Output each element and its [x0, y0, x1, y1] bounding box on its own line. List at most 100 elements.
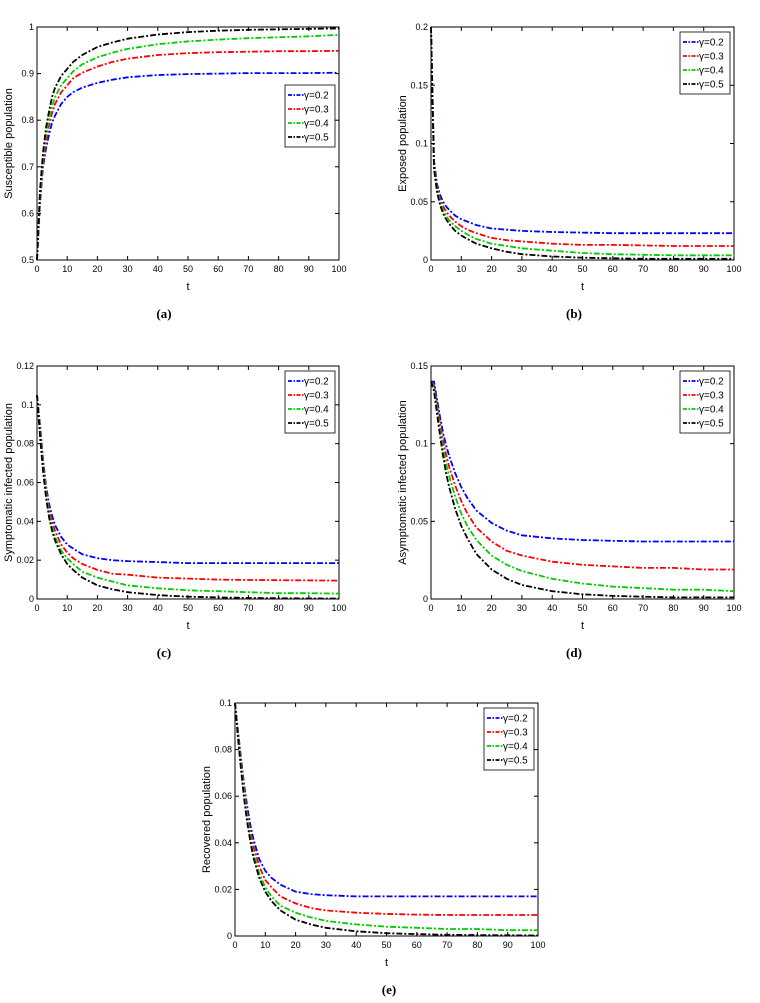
x-tick-label: 100 [530, 940, 545, 950]
legend-entry-2: γ=0.3 [699, 391, 724, 402]
y-tick-label: 0.9 [21, 69, 34, 79]
y-tick-label: 0.6 [21, 208, 34, 218]
x-tick-label: 60 [213, 264, 223, 274]
x-tick-label: 80 [472, 940, 482, 950]
x-tick-label: 10 [62, 264, 72, 274]
x-tick-label: 10 [456, 603, 466, 613]
legend: γ=0.2 γ=0.3 γ=0.4 γ=0.5 [679, 31, 731, 95]
y-tick-label: 0.02 [214, 884, 232, 894]
y-tick-label: 0.15 [410, 361, 428, 371]
chart-panel-4: 0 10 20 30 40 50 60 70 80 90 100 0 0.05 0.1 0.15 t Asymp… [397, 361, 742, 660]
legend: γ=0.2 γ=0.3 γ=0.4 γ=0.5 [284, 370, 336, 434]
series-line-1 [431, 380, 734, 543]
x-axis-label: t [581, 281, 584, 293]
series-line-4 [234, 702, 539, 937]
y-tick-label: 0.12 [16, 361, 34, 371]
x-tick-label: 100 [331, 603, 346, 613]
legend-entry-1: γ=0.2 [699, 377, 724, 388]
legend-box [679, 31, 731, 95]
series-line-2 [430, 380, 734, 571]
x-tick-label: 90 [304, 264, 314, 274]
y-tick-label: 0.04 [16, 516, 34, 526]
x-tick-label: 100 [726, 264, 741, 274]
legend-box [483, 707, 535, 771]
x-tick-label: 60 [213, 603, 223, 613]
legend-entry-4: γ=0.5 [503, 756, 528, 767]
series-line-2 [430, 26, 734, 247]
x-tick-label: 10 [260, 940, 270, 950]
y-tick-label: 0 [423, 594, 428, 604]
x-tick-label: 20 [487, 603, 497, 613]
x-tick-label: 80 [668, 264, 678, 274]
y-tick-label: 0 [423, 255, 428, 265]
y-tick-label: 0.06 [16, 478, 34, 488]
legend-entry-1: γ=0.2 [503, 714, 528, 725]
series-line-1 [36, 71, 340, 261]
legend-entry-2: γ=0.3 [699, 52, 724, 63]
x-tick-label: 70 [638, 603, 648, 613]
x-tick-label: 90 [304, 603, 314, 613]
y-axis-label: Symptomatic infected population [3, 403, 15, 562]
y-tick-label: 0.1 [219, 698, 232, 708]
chart-panel-1: 0 10 20 30 40 50 60 70 80 90 100 0.5 0.6 0.7 0.8 0.9 1 t S… [3, 22, 347, 321]
y-tick-label: 0.05 [410, 197, 428, 207]
x-tick-label: 40 [153, 264, 163, 274]
x-tick-label: 0 [34, 264, 39, 274]
y-tick-label: 0.2 [415, 22, 428, 32]
x-tick-label: 0 [428, 264, 433, 274]
x-tick-label: 0 [232, 940, 237, 950]
y-tick-label: 0.1 [415, 439, 428, 449]
x-tick-label: 70 [442, 940, 452, 950]
panel-label: (a) [156, 306, 171, 321]
series-line-2 [36, 395, 340, 582]
y-tick-label: 1 [29, 22, 34, 32]
y-tick-label: 0.5 [21, 255, 34, 265]
x-tick-label: 60 [608, 264, 618, 274]
chart-panel-2: 0 10 20 30 40 50 60 70 80 90 100 0 0.05 0.1 0.15 0.2 t Ex… [397, 22, 742, 321]
y-tick-label: 0.08 [16, 439, 34, 449]
series-line-4 [36, 27, 340, 261]
x-tick-label: 0 [428, 603, 433, 613]
x-tick-label: 50 [183, 264, 193, 274]
x-tick-label: 70 [638, 264, 648, 274]
series-line-4 [430, 381, 734, 599]
x-tick-label: 90 [699, 603, 709, 613]
legend: γ=0.2 γ=0.3 γ=0.4 γ=0.5 [679, 370, 731, 434]
x-tick-label: 10 [456, 264, 466, 274]
x-tick-label: 80 [668, 603, 678, 613]
legend-entry-1: γ=0.2 [699, 38, 724, 49]
legend-entry-3: γ=0.4 [699, 405, 724, 416]
legend-entry-3: γ=0.4 [304, 405, 329, 416]
series-line-2 [234, 702, 538, 916]
x-tick-label: 80 [274, 603, 284, 613]
x-tick-label: 20 [291, 940, 301, 950]
series-line-4 [36, 395, 340, 600]
x-tick-label: 100 [331, 264, 346, 274]
y-axis-label: Exposed population [397, 95, 409, 192]
x-tick-label: 30 [123, 603, 133, 613]
y-tick-label: 0.7 [21, 162, 34, 172]
legend-entry-3: γ=0.4 [304, 119, 329, 130]
panel-label: (d) [566, 645, 582, 660]
legend-entry-2: γ=0.3 [503, 728, 528, 739]
y-tick-label: 0.04 [214, 838, 232, 848]
x-tick-label: 90 [699, 264, 709, 274]
x-tick-label: 30 [123, 264, 133, 274]
y-tick-label: 0.05 [410, 516, 428, 526]
y-tick-label: 0.15 [410, 80, 428, 90]
legend: γ=0.2 γ=0.3 γ=0.4 γ=0.5 [483, 707, 535, 771]
x-tick-label: 20 [92, 603, 102, 613]
y-tick-label: 0 [29, 594, 34, 604]
legend-entry-4: γ=0.5 [304, 419, 329, 430]
x-tick-label: 40 [547, 264, 557, 274]
x-tick-label: 50 [381, 940, 391, 950]
legend-box [679, 370, 731, 434]
series-line-3 [36, 395, 340, 595]
series-line-2 [36, 49, 340, 261]
x-tick-label: 20 [487, 264, 497, 274]
legend-box [284, 370, 336, 434]
y-axis-label: Asymptomatic infected population [397, 400, 409, 564]
x-tick-label: 100 [726, 603, 741, 613]
chart-panel-3: 0 10 20 30 40 50 60 70 80 90 100 0 0.02 0.04 0.06 0.08 0… [3, 361, 347, 660]
